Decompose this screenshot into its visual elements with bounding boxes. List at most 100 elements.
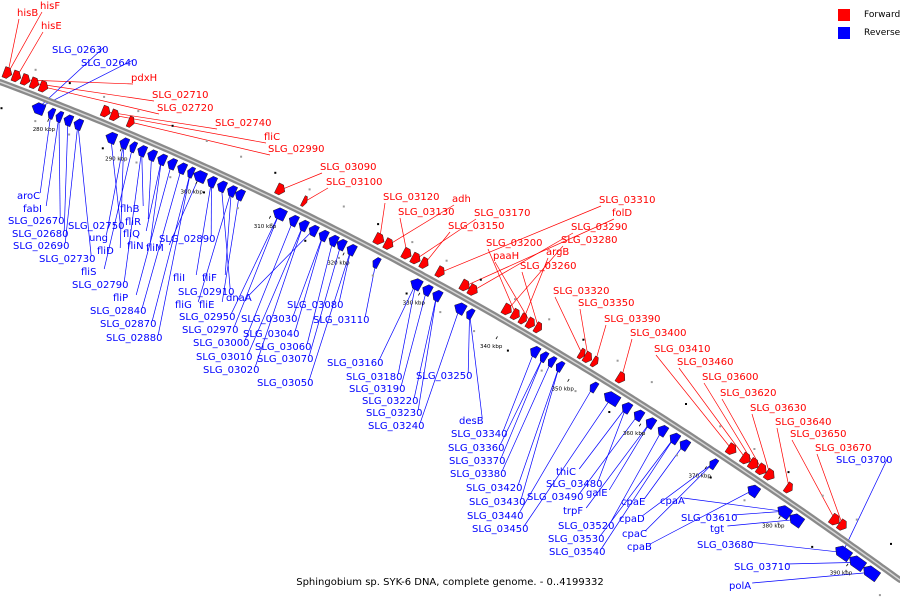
label-leader-line (16, 31, 44, 77)
label-leader-line (34, 83, 155, 102)
gene-labels: hisBhisFhisEpdxHSLG_02710SLG_02720SLG_02… (8, 1, 892, 592)
reverse-gene-label: cpaD (619, 514, 645, 525)
legend-forward: Forward (838, 6, 900, 24)
label-leader-line (578, 407, 627, 470)
label-leader-line (469, 313, 483, 419)
feature-dot (411, 241, 414, 244)
forward-gene-label: SLG_03170 (474, 208, 530, 219)
feature-dot (890, 542, 892, 545)
reverse-gene-label: SLG_03240 (368, 421, 424, 432)
label-leader-line (77, 124, 92, 257)
reverse-gene-label: SLG_03360 (448, 443, 504, 454)
reverse-gene-label: SLG_03250 (416, 371, 472, 382)
forward-gene-label: SLG_02990 (268, 144, 324, 155)
reverse-gene-label: SLG_02970 (182, 325, 238, 336)
label-leader-line (292, 235, 324, 317)
label-leader-line (554, 296, 583, 355)
label-leader-line (7, 18, 20, 74)
forward-gene-label: hisB (17, 8, 38, 19)
label-leader-line (378, 283, 417, 361)
forward-gene-arrow (28, 76, 40, 90)
label-leader-line (501, 361, 552, 472)
scale-tick-label: 360 kbp (623, 431, 646, 437)
reverse-gene-label: SLG_03010 (196, 352, 252, 363)
reverse-gene-label: SLG_03070 (257, 354, 313, 365)
label-leader-line (643, 444, 685, 500)
forward-gene-label: SLG_02740 (215, 118, 271, 129)
forward-gene-arrow (500, 302, 512, 316)
reverse-gene-arrow (217, 180, 229, 194)
feature-dot (540, 369, 543, 372)
label-leader-line (106, 142, 125, 236)
scale-tick-mark (704, 466, 707, 470)
reverse-gene-label: ung (89, 233, 108, 244)
reverse-gene-arrow (336, 238, 348, 252)
reverse-gene-arrow (645, 417, 658, 431)
forward-gene-arrow (524, 316, 535, 329)
reverse-gene-label: SLG_03050 (257, 378, 313, 389)
reverse-gene-arrow (555, 360, 566, 373)
reverse-gene-label: SLG_03450 (472, 524, 528, 535)
reverse-gene-label: SLG_02950 (179, 312, 235, 323)
reverse-gene-label: SLG_03380 (450, 469, 506, 480)
label-leader-line (141, 150, 144, 207)
feature-dot (270, 223, 273, 226)
feature-dot (642, 432, 645, 435)
label-leader-line (416, 218, 477, 260)
reverse-gene-arrow (147, 149, 159, 163)
reverse-gene-label: SLG_02630 (52, 45, 108, 56)
reverse-gene-arrow (789, 513, 806, 529)
reverse-gene-label: SLG_02750 (68, 221, 124, 232)
forward-gene-label: fliC (264, 132, 280, 143)
label-leader-line (197, 190, 232, 303)
label-leader-line (247, 225, 304, 355)
feature-dot (473, 330, 476, 333)
forward-gene-label: SLG_03310 (599, 195, 655, 206)
label-leader-line (502, 351, 535, 432)
feature-dot (685, 403, 687, 405)
label-leader-line (597, 407, 627, 482)
reverse-gene-label: aroC (17, 191, 40, 202)
reverse-gene-arrow (137, 145, 149, 158)
feature-dot (514, 298, 516, 301)
reverse-gene-arrow (227, 185, 239, 198)
feature-dot (845, 569, 848, 572)
reverse-gene-arrow (530, 345, 542, 359)
forward-gene-label: SLG_03620 (720, 388, 776, 399)
reverse-gene-arrow (207, 176, 219, 189)
forward-gene-label: SLG_03290 (571, 222, 627, 233)
feature-dot (137, 110, 140, 113)
reverse-gene-label: fliN (127, 241, 144, 252)
label-leader-line (599, 437, 675, 537)
label-leader-line (115, 115, 267, 144)
label-leader-line (678, 367, 747, 460)
reverse-gene-label: flhB (120, 204, 140, 215)
reverse-gene-label: SLG_03610 (681, 513, 737, 524)
feature-dot (709, 476, 712, 479)
label-leader-line (749, 541, 843, 553)
reverse-gene-label: galE (586, 488, 608, 499)
label-leader-line (521, 271, 539, 329)
label-leader-line (110, 137, 121, 224)
scale-tick-label: 330 kbp (403, 300, 426, 306)
forward-gene-label: SLG_03640 (775, 417, 831, 428)
scale-tick-mark (638, 423, 642, 427)
forward-gene-arrow (99, 104, 111, 118)
reverse-gene-arrow (346, 244, 358, 257)
label-leader-line (655, 354, 733, 450)
label-leader-line (413, 295, 438, 399)
forward-gene-arrow (434, 265, 445, 278)
reverse-gene-arrow (157, 153, 169, 167)
label-leader-line (224, 190, 232, 276)
reverse-gene-label: SLG_03230 (366, 408, 422, 419)
forward-gene-arrow (10, 69, 22, 83)
scale-tick-label: 390 kbp (830, 571, 853, 577)
forward-gene-arrow (782, 481, 793, 494)
feature-dot (753, 448, 756, 450)
reverse-gene-label: SLG_02890 (159, 234, 215, 245)
forward-gene-arrow (274, 182, 286, 196)
feature-dot (68, 82, 71, 85)
forward-gene-arrow (458, 278, 470, 292)
reverse-gene-arrow (849, 555, 868, 573)
forward-gene-arrow (614, 371, 626, 384)
